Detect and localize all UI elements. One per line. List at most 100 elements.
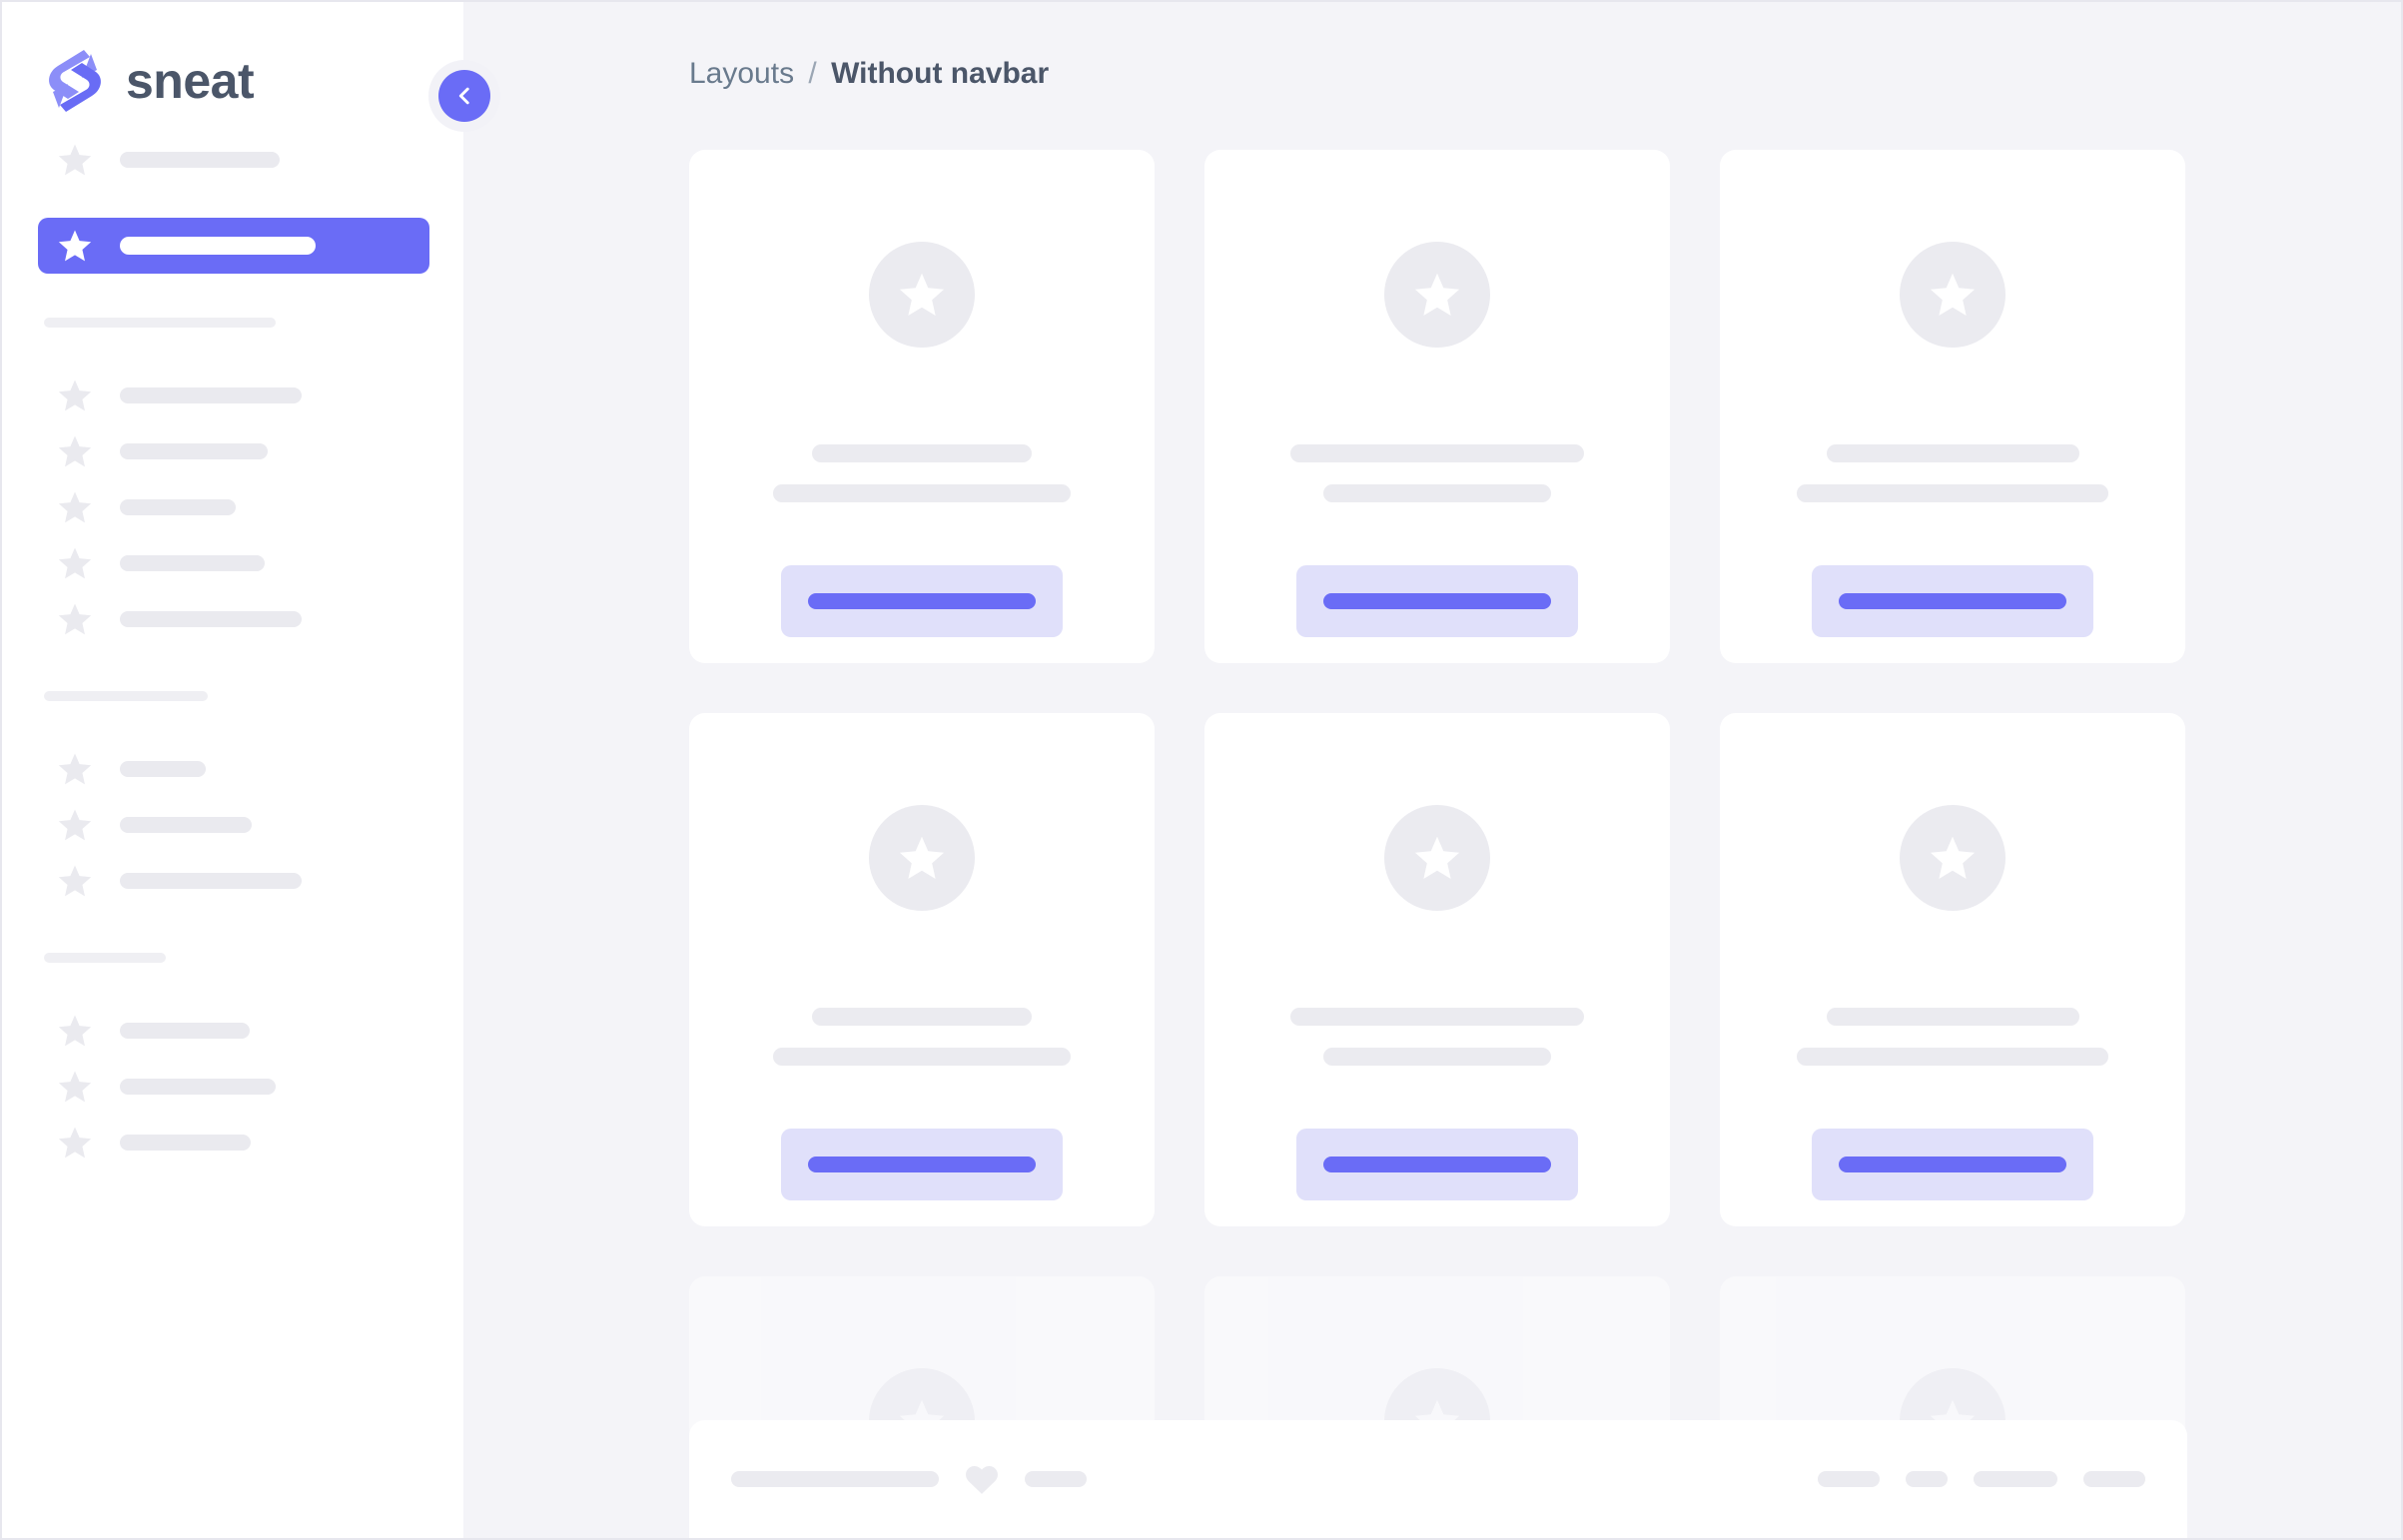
sidebar-menu-item[interactable] [38, 368, 429, 423]
content-card[interactable] [689, 150, 1155, 663]
sidebar-menu-item[interactable] [38, 479, 429, 535]
star-icon [1930, 836, 1976, 880]
sidebar-item-label-placeholder [120, 387, 302, 403]
star-icon [1930, 273, 1976, 317]
star-icon [58, 753, 92, 785]
sidebar: sneat [2, 2, 463, 1538]
card-avatar [1900, 805, 2005, 911]
footer-right-placeholder-bar [1818, 1471, 1880, 1487]
sidebar-item-label-placeholder [120, 499, 236, 515]
sidebar-menu-item[interactable] [38, 853, 429, 909]
footer-right-placeholder-bar [1906, 1471, 1948, 1487]
card-action-button[interactable] [781, 1129, 1063, 1200]
sidebar-item-label-placeholder [120, 873, 302, 889]
card-title-placeholder [1290, 1008, 1584, 1026]
card-title-placeholder [812, 444, 1032, 462]
heart-icon [966, 1465, 998, 1494]
content-card[interactable] [1204, 713, 1670, 1226]
star-icon [58, 809, 92, 841]
card-title-placeholder [1826, 444, 2079, 462]
star-icon [58, 1015, 92, 1047]
card-subtitle-placeholder [1797, 1048, 2108, 1066]
card-title-placeholder [812, 1008, 1032, 1026]
sidebar-menu-item[interactable] [38, 1059, 429, 1115]
sidebar-menu-item[interactable] [38, 797, 429, 853]
sidebar-menu-item[interactable] [38, 741, 429, 797]
sidebar-item-label-placeholder [120, 555, 265, 571]
star-icon [899, 836, 945, 880]
sidebar-menu-item[interactable] [38, 423, 429, 479]
star-icon [58, 230, 92, 262]
star-icon [58, 865, 92, 897]
sidebar-menu-item[interactable] [38, 1003, 429, 1059]
card-action-button[interactable] [1812, 565, 2093, 637]
card-subtitle-placeholder [773, 1048, 1071, 1066]
content-card[interactable] [1204, 150, 1670, 663]
sidebar-section-divider [44, 318, 276, 328]
sidebar-item-label-placeholder [120, 817, 252, 833]
card-subtitle-placeholder [1323, 1048, 1551, 1066]
star-icon [58, 603, 92, 635]
breadcrumb-parent[interactable]: Layouts [689, 57, 795, 90]
card-button-label-placeholder [1839, 1156, 2066, 1172]
sidebar-item-label-placeholder [120, 1079, 276, 1095]
menu-spacer [2, 188, 463, 218]
card-subtitle-placeholder [1323, 484, 1551, 502]
footer-right-placeholder-bar [2083, 1471, 2145, 1487]
card-button-label-placeholder [1839, 593, 2066, 609]
sidebar-menu-item[interactable] [38, 218, 429, 274]
sidebar-collapse-toggle[interactable] [428, 60, 500, 132]
sidebar-menu [2, 114, 463, 1170]
footer-left-placeholder-bar [1025, 1471, 1087, 1487]
star-icon [58, 144, 92, 176]
sidebar-menu-item[interactable] [38, 591, 429, 647]
content-card[interactable] [1720, 150, 2185, 663]
card-action-button[interactable] [1296, 565, 1578, 637]
star-icon [899, 273, 945, 317]
content-card[interactable] [689, 713, 1155, 1226]
star-icon [58, 491, 92, 523]
collapse-toggle-knob [438, 70, 490, 122]
chevron-left-icon [458, 87, 469, 105]
card-title-placeholder [1826, 1008, 2079, 1026]
brand-name: sneat [126, 53, 255, 109]
page-footer [689, 1420, 2187, 1538]
main-content: Layouts / Without navbar [463, 2, 2401, 1538]
footer-left-group [731, 1463, 1087, 1495]
card-avatar [1384, 242, 1490, 348]
card-action-button[interactable] [1812, 1129, 2093, 1200]
card-button-label-placeholder [808, 1156, 1036, 1172]
sidebar-item-label-placeholder [120, 152, 280, 168]
star-icon [58, 435, 92, 467]
breadcrumb-separator: / [808, 57, 817, 90]
brand[interactable]: sneat [2, 2, 463, 114]
sidebar-item-label-placeholder [120, 761, 206, 777]
card-avatar [869, 242, 975, 348]
star-icon [1414, 836, 1460, 880]
card-title-placeholder [1290, 444, 1584, 462]
card-avatar [1900, 242, 2005, 348]
star-icon [58, 1127, 92, 1158]
card-grid [689, 150, 2187, 1538]
sidebar-item-label-placeholder [120, 1135, 251, 1151]
card-action-button[interactable] [781, 565, 1063, 637]
sidebar-section-divider [44, 953, 166, 963]
card-avatar [1384, 805, 1490, 911]
card-avatar [869, 805, 975, 911]
content-card[interactable] [1720, 713, 2185, 1226]
sneat-s-logo-icon [49, 50, 101, 112]
star-icon [1414, 273, 1460, 317]
breadcrumb: Layouts / Without navbar [463, 2, 2401, 91]
footer-right-group [1818, 1471, 2145, 1487]
sidebar-item-label-placeholder [120, 611, 302, 627]
card-button-label-placeholder [1323, 1156, 1551, 1172]
card-button-label-placeholder [1323, 593, 1551, 609]
star-icon [58, 380, 92, 411]
card-subtitle-placeholder [1797, 484, 2108, 502]
card-action-button[interactable] [1296, 1129, 1578, 1200]
sidebar-menu-item[interactable] [38, 132, 429, 188]
sidebar-menu-item[interactable] [38, 535, 429, 591]
sidebar-section-divider [44, 691, 208, 701]
card-subtitle-placeholder [773, 484, 1071, 502]
sidebar-menu-item[interactable] [38, 1115, 429, 1170]
